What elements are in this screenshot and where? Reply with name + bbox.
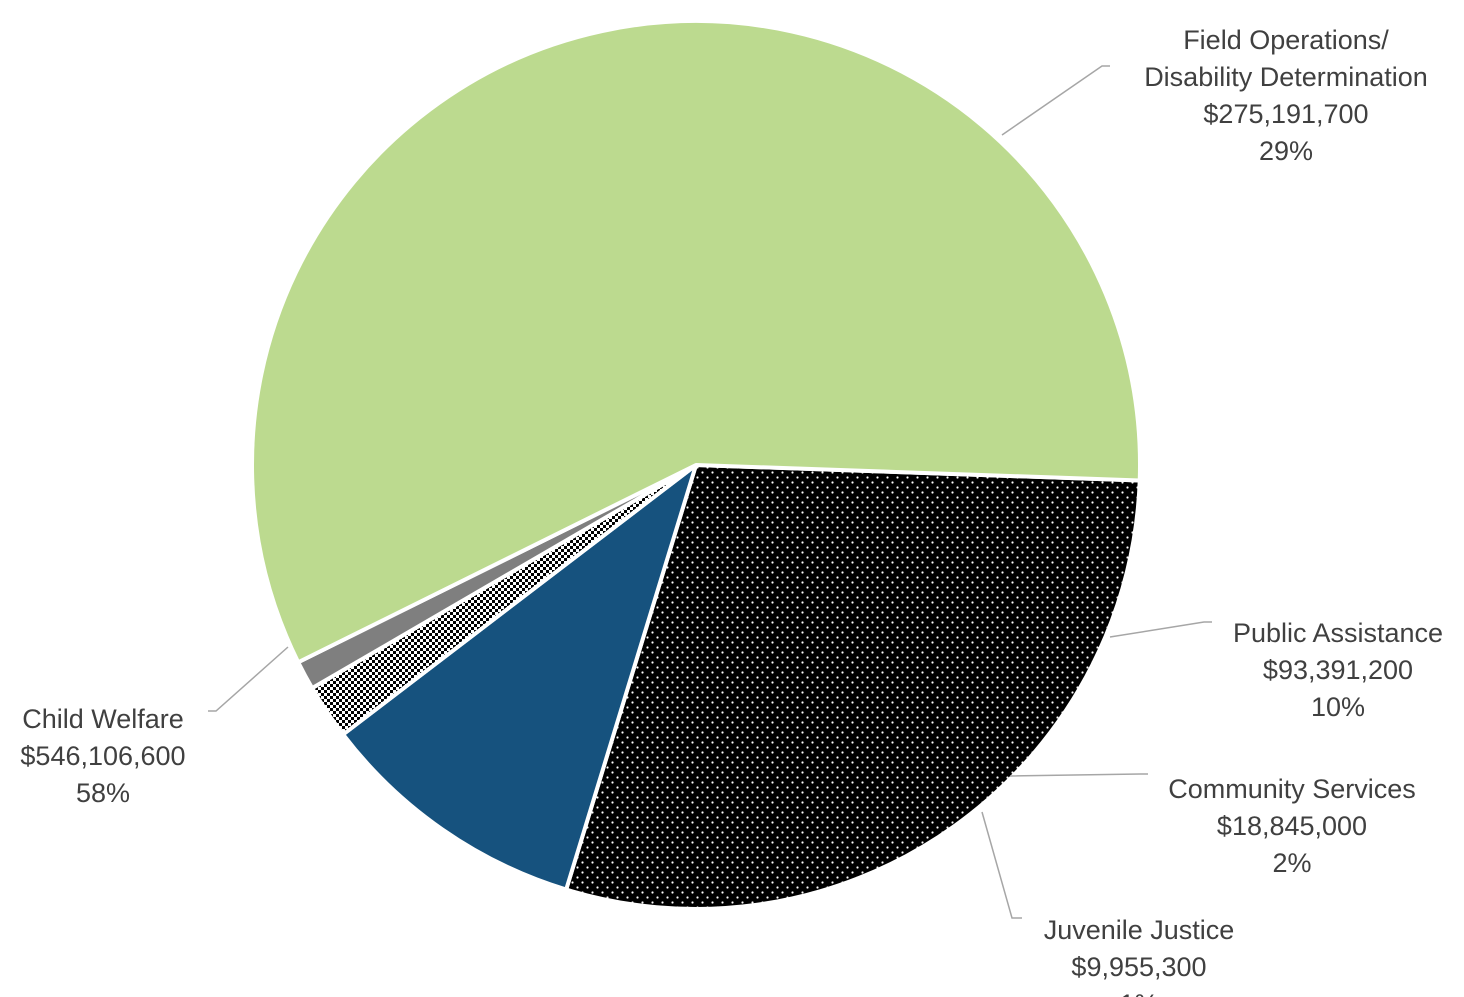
value-label: $93,391,200 (1263, 655, 1413, 685)
percent-label: 10% (1311, 692, 1365, 722)
leader-line-field-operations-disability-determination (1001, 65, 1110, 136)
leader-lines (208, 65, 1212, 919)
percent-label: 58% (76, 778, 130, 808)
category-label: Child Welfare (22, 704, 184, 734)
percent-label: 1% (1119, 989, 1158, 997)
percent-label: 29% (1259, 136, 1313, 166)
pie-slices (250, 19, 1142, 911)
category-label: Field Operations/ (1183, 25, 1389, 55)
label-public-assistance: Public Assistance $93,391,200 10% (1233, 618, 1443, 722)
label-field-operations-disability-determination: Field Operations/Disability Determinatio… (1144, 25, 1428, 166)
value-label: $9,955,300 (1071, 952, 1206, 982)
leader-line-juvenile-justice (981, 811, 1022, 919)
leader-line-public-assistance (1109, 621, 1212, 638)
category-label: Juvenile Justice (1044, 915, 1235, 945)
category-label: Community Services (1168, 774, 1416, 804)
slice-child-welfare (250, 19, 1142, 665)
label-juvenile-justice: Juvenile Justice $9,955,300 1% (1044, 915, 1235, 997)
slice-field-operations-disability-determination (564, 463, 1142, 911)
value-label: $275,191,700 (1203, 99, 1368, 129)
leader-line-child-welfare (208, 646, 289, 712)
percent-label: 2% (1272, 848, 1311, 878)
label-child-welfare: Child Welfare $546,106,600 58% (20, 704, 185, 808)
slice-labels: Field Operations/Disability Determinatio… (20, 25, 1443, 997)
category-label: Public Assistance (1233, 618, 1443, 648)
category-label: Disability Determination (1144, 62, 1428, 92)
leader-line-community-services (1009, 773, 1148, 777)
label-community-services: Community Services $18,845,000 2% (1168, 774, 1416, 878)
value-label: $18,845,000 (1217, 811, 1367, 841)
value-label: $546,106,600 (20, 741, 185, 771)
slice-public-assistance (341, 463, 698, 892)
